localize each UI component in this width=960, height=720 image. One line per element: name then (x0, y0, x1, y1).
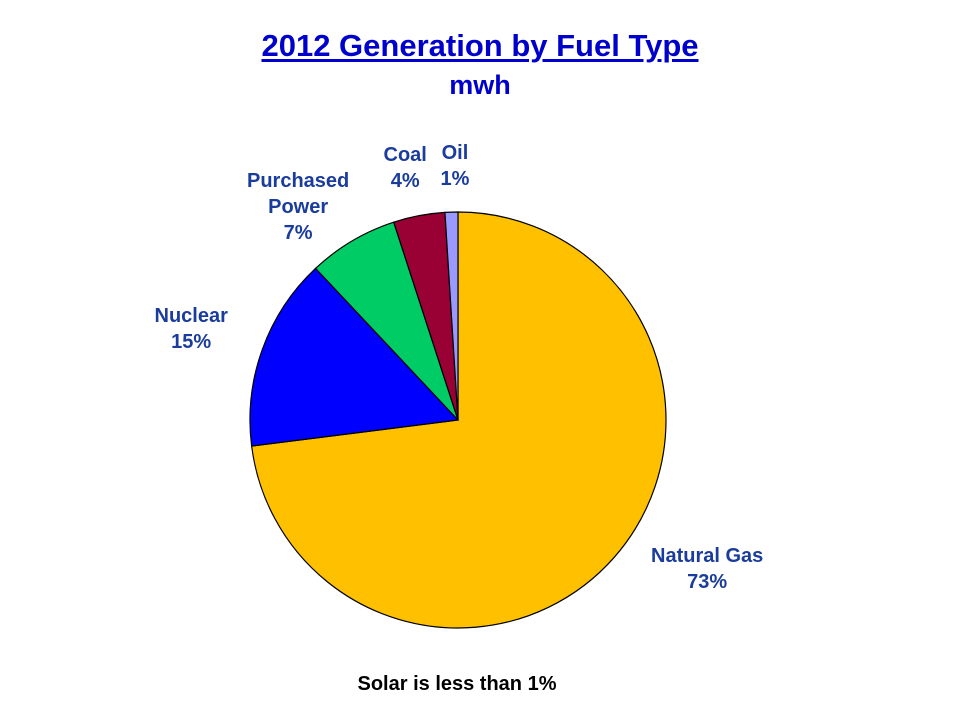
slice-label-line: Natural Gas (651, 545, 764, 567)
pie-slice-nuclear (249, 267, 460, 447)
chart-subtitle: mwh (449, 70, 511, 100)
slice-label-line: Purchased (247, 170, 350, 192)
slice-label-coal: Coal 4% (384, 142, 427, 194)
chart-title: 2012 Generation by Fuel Type (261, 28, 699, 63)
solar-footnote: Solar is less than 1% (357, 673, 557, 695)
slice-label-line: 73% (687, 571, 728, 593)
slice-label-line: Coal (383, 144, 427, 166)
slice-label-line: Nuclear (154, 305, 228, 327)
slice-label-purchased-power: Purchased Power 7% (247, 168, 349, 246)
slice-label-oil: Oil 1% (441, 140, 470, 192)
slice-label-line: Oil (441, 142, 469, 164)
pie-slice-oil (444, 211, 459, 421)
slice-label-nuclear: Nuclear 15% (155, 303, 228, 355)
slice-label-line: 4% (390, 170, 420, 192)
slice-label-line: Power (268, 196, 329, 218)
slice-label-line: 1% (440, 168, 470, 190)
slice-label-line: 7% (283, 222, 313, 244)
slice-label-natural-gas: Natural Gas 73% (651, 543, 763, 595)
slice-label-line: 15% (171, 331, 212, 353)
